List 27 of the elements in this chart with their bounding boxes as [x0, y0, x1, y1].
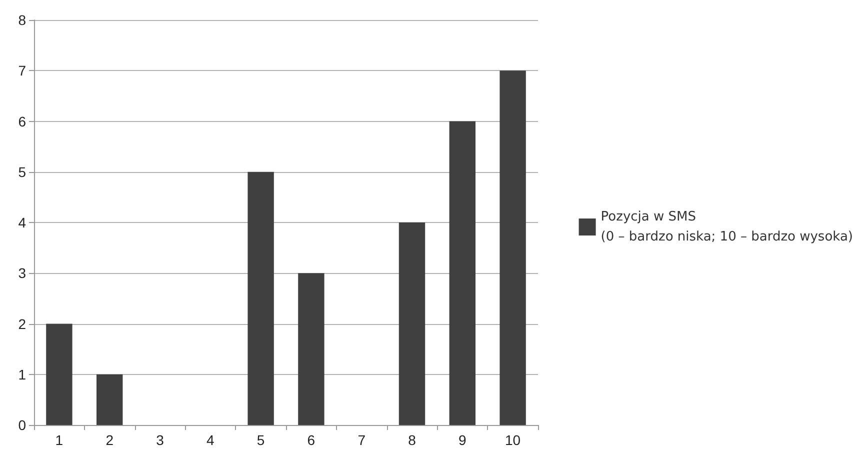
bar	[500, 70, 526, 425]
x-tick-label: 9	[458, 432, 466, 448]
bar	[46, 324, 72, 425]
x-tick-label: 3	[156, 432, 164, 448]
y-tick-label: 3	[18, 265, 26, 282]
x-tick-label: 4	[206, 432, 214, 448]
x-tick-label: 2	[106, 432, 114, 448]
legend-label: Pozycja w SMS (0 – bardzo niska; 10 – bardzo wysoka)	[600, 210, 854, 244]
y-tick-label: 8	[18, 12, 26, 28]
x-tick-label: 6	[307, 432, 316, 448]
bar	[298, 273, 324, 425]
x-tick-label: 1	[55, 432, 64, 448]
bar	[96, 374, 123, 425]
bar	[248, 172, 274, 425]
x-tick-label: 10	[505, 432, 521, 448]
bar	[398, 222, 426, 425]
y-tick-label: 1	[18, 366, 26, 382]
y-tick-label: 5	[18, 164, 26, 180]
y-tick-label: 6	[18, 113, 26, 130]
x-tick-label: 5	[256, 432, 265, 448]
y-tick-label: 2	[18, 316, 26, 332]
y-tick-label: 7	[18, 62, 26, 79]
x-tick-label: 7	[358, 432, 366, 448]
y-tick-label: 0	[18, 417, 26, 433]
x-tick-label: 8	[408, 432, 416, 448]
y-tick-label: 4	[18, 214, 26, 230]
bar	[449, 121, 476, 425]
